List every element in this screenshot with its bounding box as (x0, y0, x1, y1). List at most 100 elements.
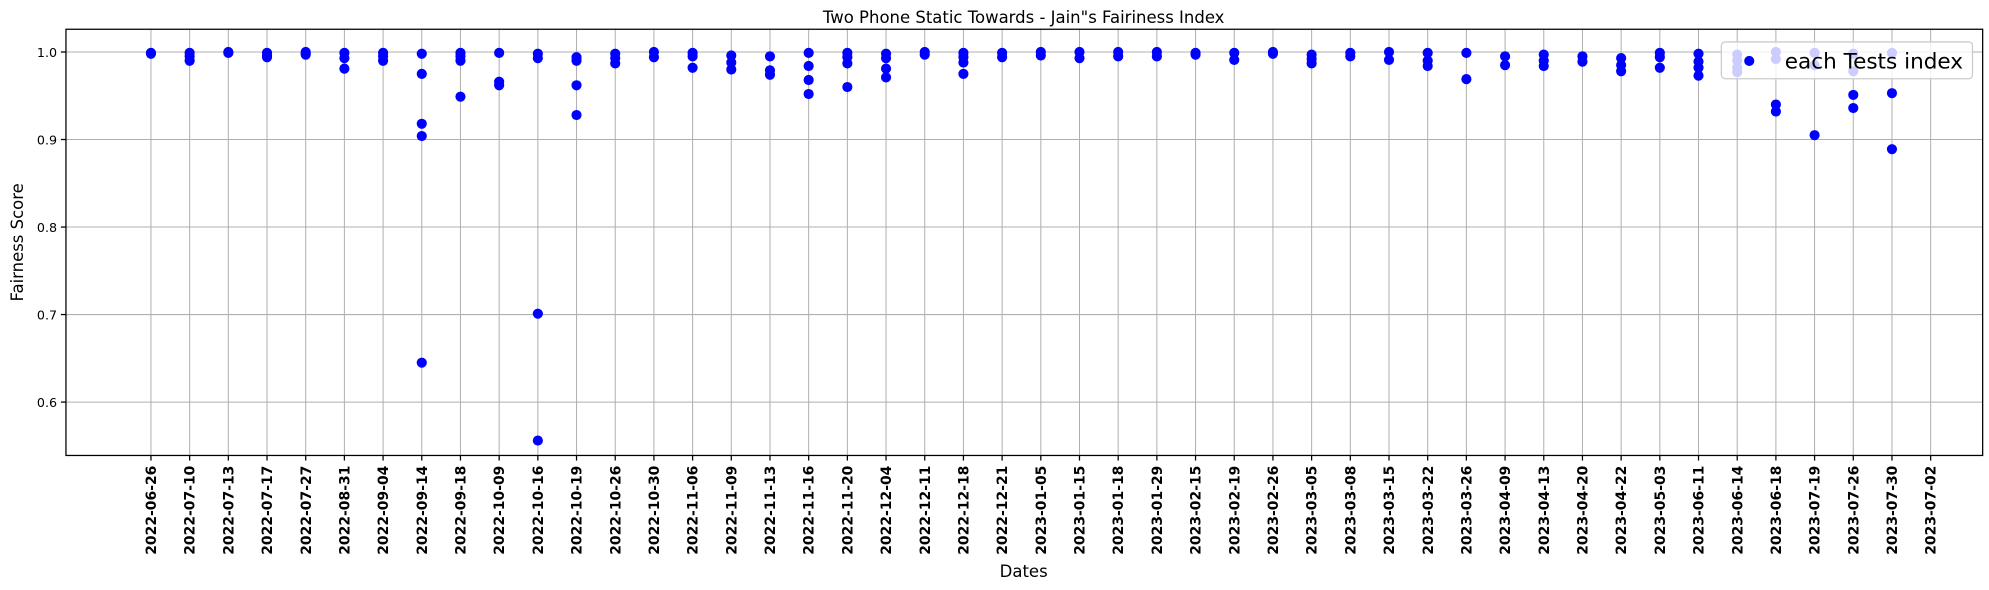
x-tick-label: 2022-10-30 (647, 465, 663, 554)
plot-frame (65, 28, 1984, 457)
x-tick-label: 2022-11-13 (763, 466, 779, 555)
point (1770, 99, 1781, 110)
point (1616, 53, 1627, 64)
y-tick-label: 0.7 (37, 308, 57, 323)
x-tick-label: 2022-11-09 (724, 466, 740, 555)
point (300, 49, 311, 60)
point (1693, 62, 1704, 73)
point (416, 357, 427, 368)
point (1616, 66, 1627, 77)
point (726, 57, 737, 68)
x-tick-label: 2023-02-26 (1266, 466, 1282, 555)
point (416, 48, 427, 59)
point (455, 91, 466, 102)
point (571, 80, 582, 91)
x-tick-label: 2023-07-26 (1846, 466, 1862, 555)
point (610, 58, 621, 69)
point (803, 47, 814, 58)
point (1499, 51, 1511, 62)
point (1422, 60, 1433, 72)
x-tick-label: 2022-10-09 (492, 466, 508, 555)
x-tick-label: 2023-03-15 (1382, 466, 1398, 555)
x-tick-label: 2023-07-19 (1808, 466, 1824, 555)
point (880, 72, 892, 83)
point (416, 68, 427, 79)
point (1693, 70, 1704, 81)
chart-title: Two Phone Static Towards - Jain"s Fairin… (822, 8, 1225, 27)
point (1577, 56, 1588, 67)
x-tick-label: 2023-03-26 (1459, 466, 1475, 555)
x-tick-label: 2022-12-21 (995, 466, 1011, 555)
x-tick-label: 2023-06-14 (1730, 465, 1746, 554)
x-tick-label: 2023-06-11 (1692, 466, 1708, 555)
point (687, 62, 698, 73)
x-tick-label: 2023-03-08 (1343, 466, 1359, 555)
point (997, 52, 1008, 63)
x-tick-label: 2023-04-13 (1537, 466, 1553, 555)
point (532, 308, 543, 319)
point (1886, 144, 1898, 155)
x-tick-label: 2023-01-05 (1034, 466, 1050, 555)
x-tick-label: 2022-10-19 (570, 466, 586, 555)
point (416, 118, 427, 129)
point (184, 55, 195, 66)
point (1538, 60, 1549, 72)
x-tick-label: 2022-06-26 (144, 466, 160, 555)
x-tick-label: 2023-03-05 (1305, 466, 1321, 555)
x-tick-label: 2023-07-30 (1885, 465, 1901, 554)
point (532, 435, 543, 446)
point (1306, 58, 1317, 69)
x-tick-label: 2022-07-27 (299, 466, 315, 555)
x-tick-label: 2022-12-04 (879, 465, 895, 554)
x-tick-label: 2023-02-19 (1227, 466, 1243, 555)
point (339, 53, 350, 64)
point (842, 81, 853, 93)
point (1383, 46, 1395, 58)
x-tick-label: 2023-04-09 (1498, 466, 1514, 555)
point (764, 69, 776, 80)
point (1229, 54, 1240, 65)
point (1074, 53, 1085, 64)
x-tick-label: 2022-09-18 (454, 466, 470, 555)
point (1229, 47, 1240, 58)
x-tick-label: 2022-07-13 (221, 466, 237, 555)
point (726, 64, 737, 75)
x-tick-label: 2022-09-14 (415, 465, 431, 554)
x-tick-label: 2022-07-10 (183, 465, 199, 554)
point (416, 130, 427, 142)
x-tick-label: 2023-04-20 (1576, 465, 1592, 554)
legend-box (1720, 41, 1974, 80)
point (455, 55, 466, 66)
point (1113, 51, 1124, 62)
point (1151, 51, 1162, 62)
x-tick-label: 2023-02-15 (1189, 466, 1205, 555)
y-tick-label: 1.0 (37, 45, 57, 60)
x-tick-label: 2023-01-18 (1111, 466, 1127, 555)
point (1693, 48, 1704, 59)
x-tick-label: 2023-01-29 (1150, 466, 1166, 555)
y-tick-label: 0.8 (37, 220, 57, 235)
x-tick-label: 2022-11-16 (802, 466, 818, 555)
point (378, 55, 389, 66)
point (803, 74, 814, 86)
point (1499, 60, 1511, 71)
point (648, 52, 659, 63)
point (339, 63, 350, 74)
point (958, 68, 969, 79)
point (958, 57, 969, 68)
x-tick-label: 2022-07-17 (260, 466, 276, 555)
x-axis-label: Dates (1000, 562, 1048, 581)
x-tick-label: 2023-05-03 (1653, 466, 1669, 555)
legend-label: each Tests index (1785, 50, 1964, 75)
point (1267, 48, 1279, 59)
x-tick-label: 2023-03-22 (1421, 466, 1437, 555)
point (494, 47, 505, 58)
point (1809, 130, 1820, 141)
point (571, 55, 582, 66)
point (1848, 89, 1859, 100)
point (764, 51, 776, 62)
point (919, 49, 930, 60)
point (1035, 50, 1046, 61)
point (571, 109, 582, 121)
point (880, 53, 892, 64)
